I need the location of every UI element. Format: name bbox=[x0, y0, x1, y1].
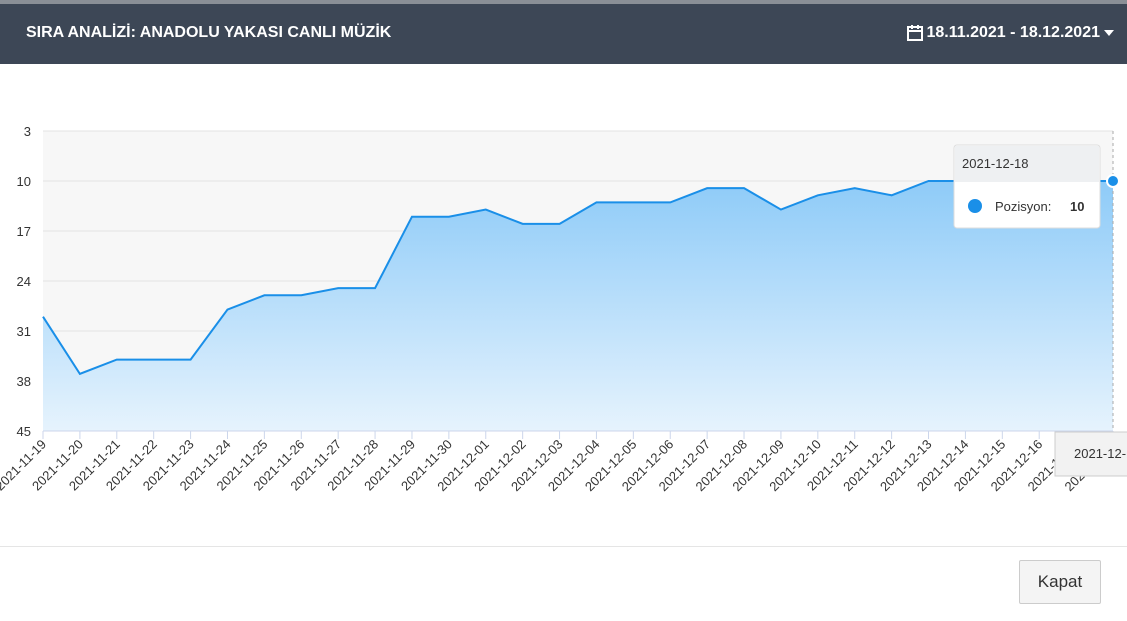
tooltip-value: 10 bbox=[1070, 199, 1084, 214]
caret-icon bbox=[1104, 30, 1114, 36]
modal-title: SIRA ANALİZİ: ANADOLU YAKASI CANLI MÜZİK bbox=[26, 24, 392, 41]
y-tick-label: 24 bbox=[17, 274, 31, 289]
y-tick-label: 45 bbox=[17, 424, 31, 439]
area-fill bbox=[43, 181, 1113, 431]
crosshair-label-text: 2021-12-18 bbox=[1074, 446, 1127, 461]
line bbox=[42, 180, 1113, 376]
modal-footer-divider bbox=[0, 546, 1127, 547]
tooltip-label: Pozisyon: bbox=[995, 199, 1051, 214]
modal-header: SIRA ANALİZİ: ANADOLU YAKASI CANLI MÜZİK… bbox=[0, 4, 1127, 64]
crosshair-label-box bbox=[1054, 431, 1127, 477]
date-range: 18.11.2021 - 18.12.2021 bbox=[926, 24, 1101, 41]
y-tick-label: 31 bbox=[17, 324, 31, 339]
y-tick-label: 38 bbox=[17, 374, 31, 389]
y-tick-label: 3 bbox=[24, 124, 31, 139]
close-button[interactable]: Kapat bbox=[1019, 560, 1101, 604]
crosshair-label: 2021-12-18 bbox=[1054, 431, 1127, 477]
tooltip-date: 2021-12-18 bbox=[962, 156, 1029, 171]
date-range-picker[interactable]: 18.11.2021 - 18.12.2021 bbox=[906, 24, 1116, 42]
hover-point bbox=[1106, 174, 1120, 188]
tooltip-header bbox=[955, 146, 1099, 182]
y-tick-label: 10 bbox=[17, 174, 31, 189]
y-tick-label: 17 bbox=[17, 224, 31, 239]
calendar-icon bbox=[906, 25, 923, 41]
tooltip-marker bbox=[968, 199, 982, 213]
